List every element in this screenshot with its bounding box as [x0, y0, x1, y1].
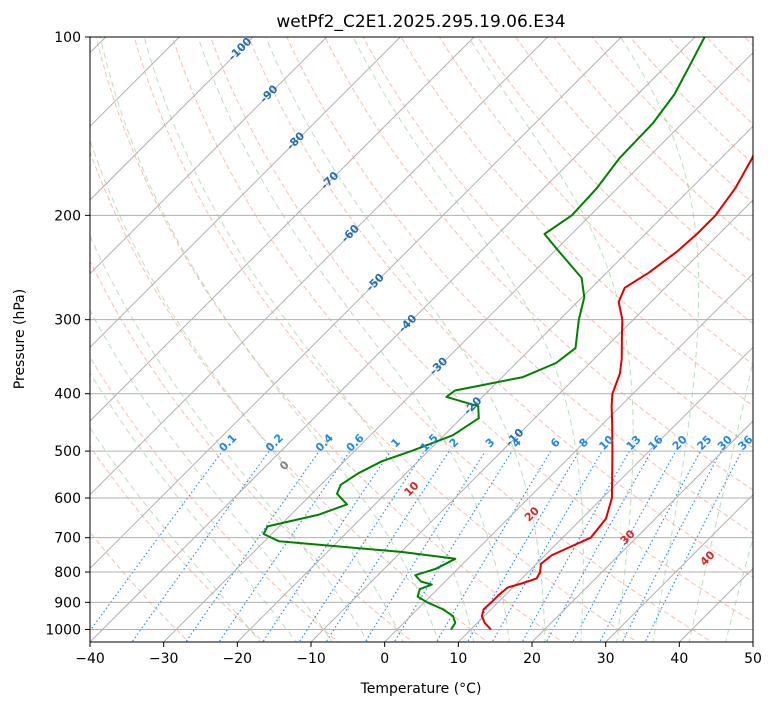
x-axis-label: Temperature (°C): [360, 681, 482, 697]
dry-adiabat-line: [90, 150, 489, 642]
dry-adiabat-line: [286, 37, 753, 534]
dewpoint-profile-line: [262, 37, 706, 630]
x-tick-label: 40: [670, 651, 688, 667]
mixing-ratio-line: [325, 450, 450, 642]
isotherm-line: [531, 420, 753, 642]
mixing-ratio-line: [262, 450, 392, 642]
moist-adiabat-line: [90, 234, 369, 642]
temperature-profile-line: [480, 153, 753, 631]
y-tick-label: 700: [54, 531, 81, 547]
mixing-ratio-line: [298, 450, 425, 642]
mixing-ratio-line: [90, 450, 223, 632]
isotherm-line: [605, 493, 753, 642]
isotherm-line: [163, 51, 753, 642]
mixing-ratio-line: [599, 450, 701, 642]
grid-lines: [90, 37, 753, 642]
isotherm-line: [90, 37, 475, 422]
chart-title: wetPf2_C2E1.2025.295.19.06.E34: [276, 12, 565, 32]
isotherm-line: [310, 199, 753, 642]
x-tick-label: 10: [449, 651, 467, 667]
isotherm-line: [457, 346, 753, 642]
x-tick-label: 0: [380, 651, 389, 667]
mixing-ratio-line: [185, 450, 320, 642]
isotherm-line: [90, 37, 622, 570]
dry-adiabat-line: [438, 37, 753, 366]
dry-adiabat-line: [770, 24, 775, 645]
isotherm-line: [384, 272, 753, 642]
isotherm-line: [90, 37, 254, 201]
isotherm-line: [90, 37, 696, 642]
dry-adiabat-line: [324, 37, 753, 491]
y-tick-label: 200: [54, 208, 81, 224]
y-tick-label: 800: [54, 565, 81, 581]
plot-frame: [89, 36, 754, 643]
x-tick-label: −10: [296, 651, 326, 667]
y-tick-label: 1000: [45, 622, 81, 638]
dry-adiabat-line: [248, 37, 753, 578]
x-tick-label: 50: [744, 651, 762, 667]
isotherm-line: [90, 37, 328, 275]
x-tick-label: −40: [75, 651, 105, 667]
isotherm-line: [752, 641, 753, 642]
x-tick-label: −20: [223, 651, 253, 667]
isotherm-line: [236, 125, 753, 642]
mixing-ratio-line: [466, 450, 580, 642]
mixing-ratio-line: [621, 450, 722, 642]
mixing-ratio-line: [131, 450, 270, 642]
isotherm-line: [90, 37, 401, 349]
dry-adiabat-line: [362, 37, 753, 449]
y-tick-label: 900: [54, 595, 81, 611]
x-tick-label: 20: [523, 651, 541, 667]
x-tick-label: −30: [149, 651, 179, 667]
mixing-ratio-line: [572, 450, 677, 642]
x-tick-label: 30: [597, 651, 615, 667]
y-tick-label: 300: [54, 313, 81, 329]
isotherm-line: [90, 37, 549, 496]
y-axis-label: Pressure (hPa): [12, 289, 28, 389]
y-tick-label: 400: [54, 387, 81, 403]
mixing-ratio-line: [218, 450, 351, 642]
y-tick-label: 100: [54, 30, 81, 46]
axis-ticks: −40 −30 −20 −10 0 10 20 30 40 50 100 200 300 400 500 60…: [45, 30, 762, 667]
plot-area: [90, 37, 753, 642]
y-tick-label: 500: [54, 444, 81, 460]
data-lines: [262, 37, 753, 631]
dry-adiabat-line: [171, 37, 713, 642]
y-tick-label: 600: [54, 491, 81, 507]
